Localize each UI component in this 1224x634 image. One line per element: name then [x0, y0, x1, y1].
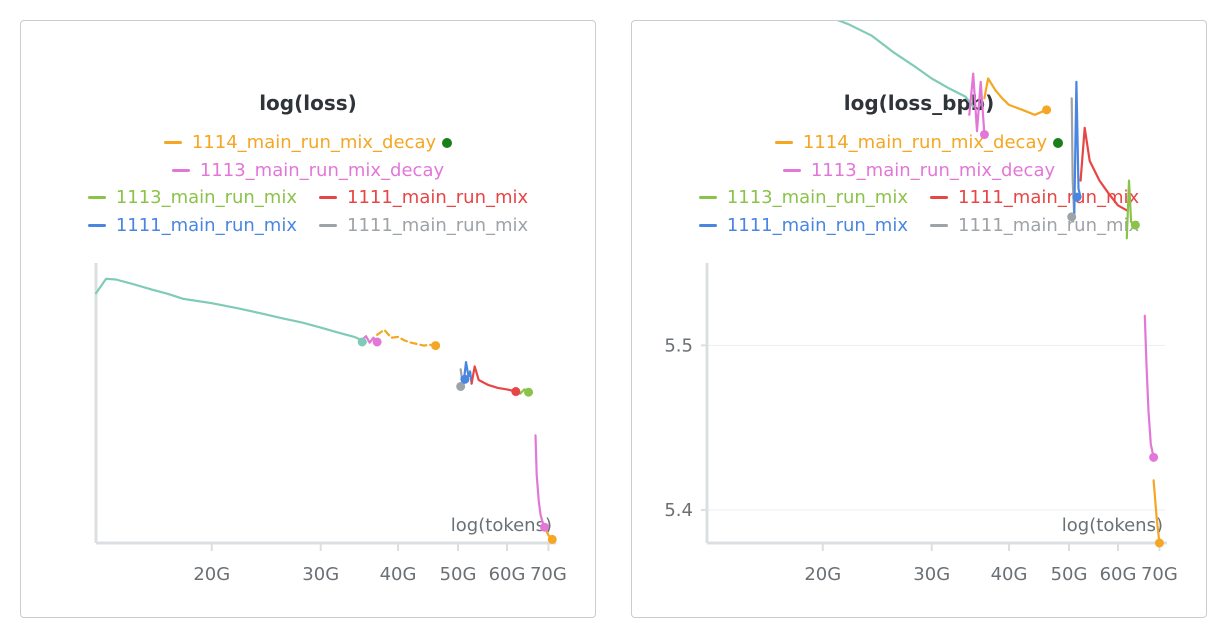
series-line: [1143, 314, 1155, 459]
legend-swatch: [319, 196, 337, 200]
legend-swatch: [171, 168, 190, 172]
series-end-marker: [460, 374, 470, 384]
legend-label: 1111_main_run_mix: [347, 214, 529, 236]
series-end-marker: [1130, 220, 1140, 230]
legend-item[interactable]: 1114_main_run_mix_decay: [163, 132, 453, 154]
x-tick-label: 70G: [530, 564, 567, 585]
chart-panel-loss-bpb: log(loss_bpb) 1114_main_run_mix_decay 11…: [631, 20, 1207, 618]
x-tick-label: 30G: [302, 564, 339, 585]
series-end-marker: [431, 341, 441, 351]
series-end-marker: [979, 130, 989, 140]
legend-label: 1111_main_run_mix: [726, 214, 908, 236]
y-tick-label: 5.5: [664, 335, 693, 356]
x-tick-label: 60G: [489, 564, 526, 585]
legend-label: 1111_main_run_mix: [958, 214, 1140, 236]
legend-label: 1113_main_run_mix_decay: [199, 159, 445, 181]
legend-item[interactable]: 1113_main_run_mix_decay: [171, 159, 445, 181]
x-tick-label: 60G: [1100, 564, 1137, 585]
x-axis-label: log(tokens): [1062, 515, 1163, 536]
legend: 1114_main_run_mix_decay 1113_main_run_mi…: [632, 129, 1206, 239]
legend-label: 1113_main_run_mix: [115, 187, 297, 209]
series-end-marker: [372, 337, 382, 347]
legend-item[interactable]: 1111_main_run_mix: [319, 215, 528, 236]
active-run-dot-icon: [442, 137, 453, 148]
legend: 1114_main_run_mix_decay 1113_main_run_mi…: [21, 129, 595, 239]
series-line: [94, 277, 368, 344]
series-line: [376, 328, 437, 347]
series-end-marker: [1149, 452, 1159, 462]
legend-swatch: [930, 223, 948, 227]
series-line: [534, 434, 546, 529]
series-line: [968, 72, 986, 136]
legend-label: 1111_main_run_mix: [958, 187, 1140, 209]
series-end-marker: [547, 534, 557, 544]
legend-item[interactable]: 1111_main_run_mix: [698, 214, 908, 236]
series-line: [1125, 179, 1137, 240]
legend-item[interactable]: 1113_main_run_mix: [698, 187, 908, 209]
legend-swatch: [87, 196, 106, 200]
legend-item[interactable]: 1111_main_run_mix: [87, 214, 297, 236]
series-end-marker: [1154, 538, 1164, 548]
x-tick-label: 40G: [380, 564, 417, 585]
legend-item[interactable]: 1111_main_run_mix: [319, 187, 528, 208]
x-tick-label: 50G: [440, 564, 477, 585]
legend-swatch: [930, 196, 948, 200]
series-line: [983, 77, 1048, 116]
series-line: [470, 365, 517, 393]
active-run-dot-icon: [1053, 137, 1064, 148]
legend-label: 1114_main_run_mix_decay: [191, 132, 437, 154]
legend-label: 1113_main_run_mix_decay: [810, 159, 1056, 181]
series-line: [1073, 80, 1082, 215]
series-line: [837, 21, 975, 108]
legend-label: 1111_main_run_mix: [115, 214, 297, 236]
x-tick-label: 20G: [804, 564, 841, 585]
legend-label: 1111_main_run_mix: [347, 187, 529, 209]
legend-swatch: [782, 168, 801, 172]
x-tick-label: 20G: [193, 564, 230, 585]
y-tick-label: 5.4: [664, 500, 693, 521]
x-tick-label: 70G: [1141, 564, 1178, 585]
series-end-marker: [540, 522, 550, 532]
series-end-marker: [511, 387, 521, 397]
legend-swatch: [774, 141, 793, 145]
series-line: [462, 361, 473, 387]
legend-item[interactable]: 1113_main_run_mix_decay: [782, 159, 1056, 181]
legend-swatch: [319, 223, 337, 227]
series-line: [1152, 479, 1161, 545]
legend-label: 1113_main_run_mix: [726, 187, 908, 209]
chart-panel-loss: log(loss) 1114_main_run_mix_decay 1113_m…: [20, 20, 596, 618]
series-end-marker: [357, 337, 367, 347]
legend-swatch: [163, 141, 182, 145]
series-end-marker: [524, 387, 534, 397]
series-line: [1079, 126, 1128, 212]
legend-item[interactable]: 1111_main_run_mix: [930, 187, 1139, 208]
x-axis-label: log(tokens): [451, 515, 552, 536]
legend-swatch: [87, 223, 106, 227]
legend-swatch: [698, 223, 717, 227]
series-end-marker: [1067, 212, 1077, 222]
x-tick-label: 50G: [1051, 564, 1088, 585]
x-tick-label: 40G: [991, 564, 1028, 585]
x-tick-label: 30G: [913, 564, 950, 585]
series-end-marker: [1042, 105, 1052, 115]
legend-item[interactable]: 1113_main_run_mix: [87, 187, 297, 209]
chart-title: log(loss): [259, 91, 357, 115]
series-end-marker: [456, 381, 466, 391]
legend-item[interactable]: 1111_main_run_mix: [930, 215, 1139, 236]
chart-plot-area[interactable]: 20G 30G 40G 50G 60G 70G log(tokens): [21, 21, 597, 619]
chart-plot-area[interactable]: 5.4 5.5 20G 30G 40G 50G 60G 70G log(tokens): [632, 21, 1208, 619]
series-end-marker: [1072, 192, 1082, 202]
legend-swatch: [698, 196, 717, 200]
